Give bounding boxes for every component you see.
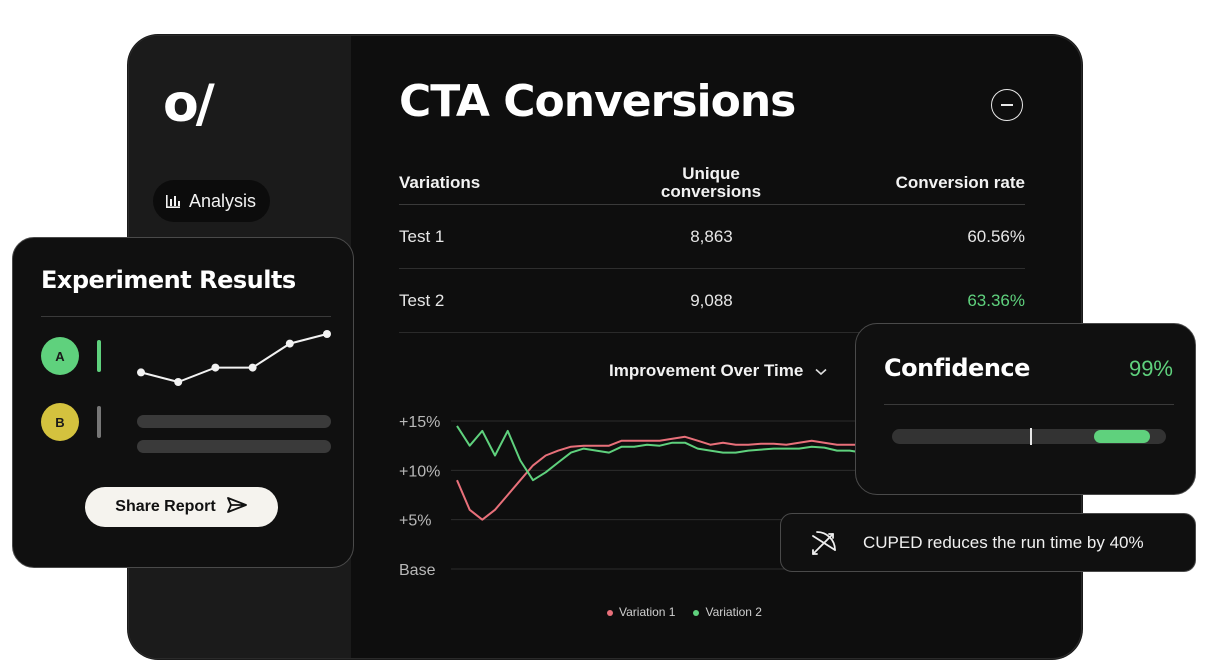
y-tick-label: +5% xyxy=(399,513,431,530)
table-row[interactable]: Test 2 9,088 63.36% xyxy=(399,269,1025,333)
trend-point xyxy=(137,368,145,377)
cell-rate: 63.36% xyxy=(967,290,1025,310)
trend-point xyxy=(211,363,220,372)
header-unique-conversions: Unique conversions xyxy=(660,163,762,201)
chevron-down-icon xyxy=(815,361,827,381)
cell-conversions: 9,088 xyxy=(690,290,733,310)
card-title: Experiment Results xyxy=(41,266,296,294)
divider xyxy=(41,316,331,317)
improvement-chart: +15% +10% +5% Base xyxy=(399,414,1019,579)
share-report-button[interactable]: Share Report xyxy=(85,487,278,527)
placeholder-bar xyxy=(137,415,331,428)
confidence-fill xyxy=(1094,430,1150,443)
variant-b-badge: B xyxy=(41,403,79,441)
trend-point xyxy=(174,378,183,386)
page-title: CTA Conversions xyxy=(399,76,796,127)
legend-item: Variation 1 xyxy=(607,605,675,619)
cell-variation: Test 1 xyxy=(399,226,445,246)
placeholder-bar xyxy=(137,440,331,453)
variant-b-indicator xyxy=(97,406,101,438)
conversions-table: Variations Unique conversions Conversion… xyxy=(399,161,1025,333)
confidence-card: Confidence 99% xyxy=(855,323,1196,495)
table-header: Variations Unique conversions Conversion… xyxy=(399,161,1025,205)
app-logo[interactable]: o/ xyxy=(163,74,215,134)
legend-label: Variation 2 xyxy=(705,605,762,619)
sidebar-item-label: Analysis xyxy=(189,190,257,211)
y-tick-label: Base xyxy=(399,562,436,579)
cell-variation: Test 2 xyxy=(399,290,445,310)
threshold-marker xyxy=(1030,428,1032,445)
header-variations: Variations xyxy=(399,172,481,192)
y-tick-label: +10% xyxy=(399,463,440,480)
cell-rate: 60.56% xyxy=(967,226,1025,246)
variant-a-trend xyxy=(137,330,331,386)
cell-conversions: 8,863 xyxy=(690,226,733,246)
header-conversion-rate: Conversion rate xyxy=(895,172,1025,192)
confidence-value: 99% xyxy=(1128,356,1173,381)
minus-icon[interactable] xyxy=(991,89,1023,121)
cuped-banner: CUPED reduces the run time by 40% xyxy=(780,513,1196,572)
share-report-label: Share Report xyxy=(115,498,216,515)
confidence-meter xyxy=(892,428,1166,445)
trend-point xyxy=(285,339,294,348)
experiment-results-card: Experiment Results A B Share Report xyxy=(12,237,354,568)
cuped-text: CUPED reduces the run time by 40% xyxy=(863,532,1144,552)
trend-point xyxy=(248,363,257,372)
legend-item: Variation 2 xyxy=(693,605,762,619)
sidebar-item-analysis[interactable]: Analysis xyxy=(153,180,271,222)
chart-title: Improvement Over Time xyxy=(609,361,804,380)
divider xyxy=(884,404,1174,405)
bar-chart-icon xyxy=(165,193,181,209)
variant-a-badge: A xyxy=(41,337,79,375)
y-tick-label: +15% xyxy=(399,414,440,431)
send-icon xyxy=(226,496,248,519)
trend-point xyxy=(323,330,331,338)
table-row[interactable]: Test 1 8,863 60.56% xyxy=(399,205,1025,269)
variant-a-indicator xyxy=(97,340,101,372)
archery-icon xyxy=(809,528,839,558)
chart-legend: Variation 1 Variation 2 xyxy=(607,605,762,619)
card-title: Confidence xyxy=(884,354,1030,382)
legend-label: Variation 1 xyxy=(619,605,676,619)
trend-line xyxy=(140,333,328,384)
chart-title-dropdown[interactable]: Improvement Over Time xyxy=(609,361,827,381)
